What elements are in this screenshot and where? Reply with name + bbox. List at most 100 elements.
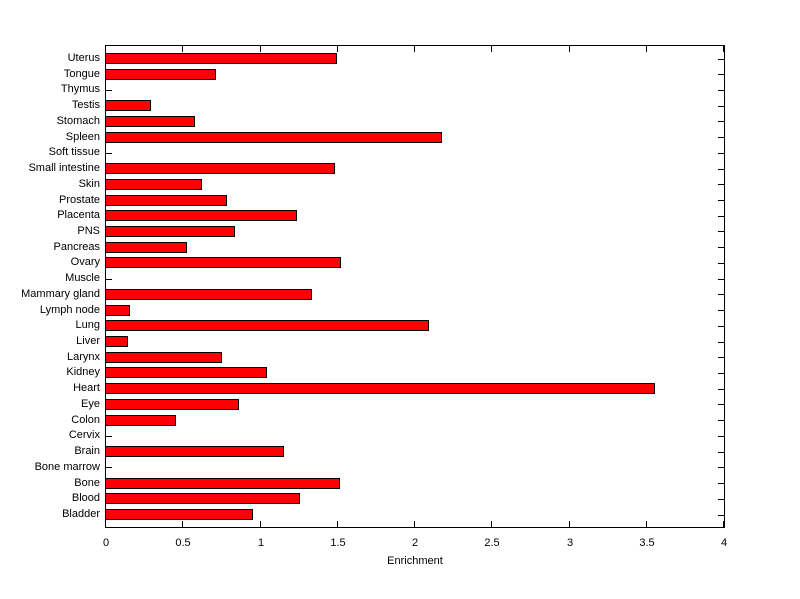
- x-tick-mark: [723, 46, 724, 52]
- bar-lung: [105, 320, 429, 331]
- x-tick-mark: [182, 46, 183, 52]
- bar-heart: [105, 383, 655, 394]
- y-tick-mark: [106, 436, 112, 437]
- category-label-liver: Liver: [76, 335, 100, 347]
- y-tick-mark: [718, 326, 724, 327]
- x-tick-label: 4: [720, 537, 728, 549]
- category-label-colon: Colon: [71, 414, 100, 426]
- x-tick-mark: [260, 521, 261, 527]
- y-tick-mark: [718, 420, 724, 421]
- category-label-muscle: Muscle: [65, 272, 100, 284]
- category-label-ovary: Ovary: [70, 256, 100, 268]
- category-label-pancreas: Pancreas: [53, 241, 100, 253]
- bar-prostate: [105, 195, 227, 206]
- x-tick-mark: [337, 521, 338, 527]
- y-tick-mark: [718, 373, 724, 374]
- y-tick-mark: [718, 169, 724, 170]
- y-tick-mark: [106, 90, 112, 91]
- y-tick-mark: [718, 74, 724, 75]
- bar-lymph-node: [105, 305, 130, 316]
- category-label-kidney: Kidney: [66, 366, 100, 378]
- bar-tongue: [105, 69, 216, 80]
- bar-ovary: [105, 257, 341, 268]
- x-tick-label: 2: [411, 537, 419, 549]
- category-label-larynx: Larynx: [66, 351, 100, 363]
- x-tick-label: 3.5: [639, 537, 655, 549]
- category-label-prostate: Prostate: [59, 194, 100, 206]
- category-label-eye: Eye: [81, 398, 100, 410]
- bar-pancreas: [105, 242, 187, 253]
- category-label-lymph-node: Lymph node: [39, 304, 100, 316]
- category-label-cervix: Cervix: [68, 429, 100, 441]
- y-tick-mark: [718, 515, 724, 516]
- y-tick-mark: [718, 200, 724, 201]
- category-label-brain: Brain: [74, 445, 100, 457]
- y-tick-mark: [718, 342, 724, 343]
- category-label-bone-marrow: Bone marrow: [34, 461, 100, 473]
- y-tick-mark: [718, 90, 724, 91]
- bar-testis: [105, 100, 151, 111]
- category-label-soft-tissue: Soft tissue: [48, 146, 100, 158]
- x-tick-mark: [414, 46, 415, 52]
- x-tick-label: 1: [257, 537, 265, 549]
- bar-brain: [105, 446, 284, 457]
- category-label-placenta: Placenta: [57, 209, 100, 221]
- bar-eye: [105, 399, 239, 410]
- bar-pns: [105, 226, 235, 237]
- y-tick-mark: [718, 59, 724, 60]
- x-tick-mark: [105, 46, 106, 52]
- bar-larynx: [105, 352, 222, 363]
- x-tick-mark: [260, 46, 261, 52]
- category-label-bone: Bone: [74, 477, 100, 489]
- x-tick-mark: [491, 46, 492, 52]
- x-tick-mark: [182, 521, 183, 527]
- bar-skin: [105, 179, 202, 190]
- plot-area: [105, 45, 725, 528]
- bar-kidney: [105, 367, 267, 378]
- y-tick-mark: [718, 106, 724, 107]
- bar-colon: [105, 415, 176, 426]
- y-tick-mark: [718, 263, 724, 264]
- y-tick-mark: [718, 121, 724, 122]
- y-tick-mark: [718, 404, 724, 405]
- category-label-small-intestine: Small intestine: [28, 162, 100, 174]
- x-tick-label: 2.5: [484, 537, 500, 549]
- y-tick-mark: [718, 389, 724, 390]
- bar-small-intestine: [105, 163, 335, 174]
- bar-liver: [105, 336, 128, 347]
- category-label-thymus: Thymus: [60, 83, 100, 95]
- category-label-tongue: Tongue: [63, 68, 100, 80]
- x-tick-mark: [723, 521, 724, 527]
- x-tick-mark: [414, 521, 415, 527]
- bar-uterus: [105, 53, 337, 64]
- category-label-skin: Skin: [78, 178, 100, 190]
- y-tick-mark: [718, 231, 724, 232]
- category-label-spleen: Spleen: [65, 131, 100, 143]
- bar-placenta: [105, 210, 297, 221]
- bar-bone: [105, 478, 340, 489]
- x-tick-mark: [491, 521, 492, 527]
- y-tick-mark: [718, 452, 724, 453]
- y-tick-mark: [106, 467, 112, 468]
- y-tick-mark: [718, 467, 724, 468]
- category-label-mammary-gland: Mammary gland: [21, 288, 100, 300]
- x-tick-mark: [105, 521, 106, 527]
- y-tick-mark: [106, 153, 112, 154]
- y-tick-mark: [718, 137, 724, 138]
- category-label-heart: Heart: [73, 382, 100, 394]
- y-tick-mark: [718, 247, 724, 248]
- category-label-blood: Blood: [71, 492, 100, 504]
- y-tick-mark: [718, 216, 724, 217]
- x-tick-label: 1.5: [330, 537, 346, 549]
- bar-stomach: [105, 116, 195, 127]
- category-label-pns: PNS: [77, 225, 100, 237]
- y-tick-mark: [106, 279, 112, 280]
- bar-bladder: [105, 509, 253, 520]
- y-tick-mark: [718, 436, 724, 437]
- y-tick-mark: [718, 310, 724, 311]
- bar-spleen: [105, 132, 442, 143]
- y-tick-mark: [718, 279, 724, 280]
- category-label-bladder: Bladder: [62, 508, 100, 520]
- y-tick-mark: [718, 483, 724, 484]
